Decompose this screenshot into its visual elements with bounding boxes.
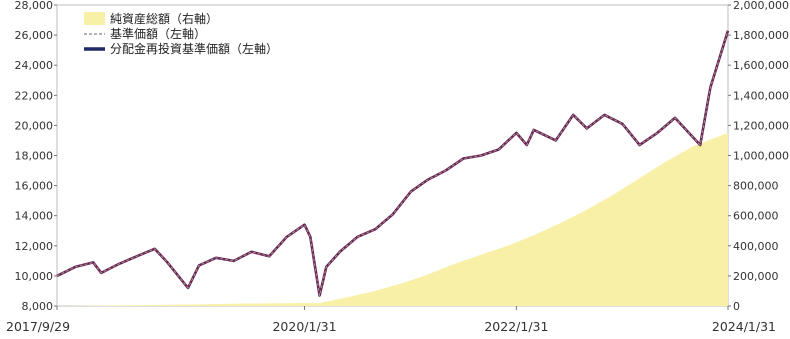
y-right-tick-label: 1,200,000 (733, 119, 789, 132)
y-right-tick-label: 1,400,000 (733, 89, 789, 102)
legend-label: 純資産総額（右軸） (110, 11, 218, 26)
legend-label: 分配金再投資基準価額（左軸） (110, 41, 278, 56)
y-right-tick-label: 1,800,000 (733, 29, 789, 42)
y-left-tick-label: 18,000 (15, 150, 54, 163)
y-left-tick-label: 8,000 (22, 300, 54, 313)
legend-label: 基準価額（左軸） (110, 26, 206, 41)
y-left-tick-label: 20,000 (15, 119, 54, 132)
line-nav-reinvested (56, 30, 730, 297)
y-left-tick-label: 22,000 (15, 89, 54, 102)
y-right-tick-label: 1,000,000 (733, 150, 789, 163)
y-left-tick-label: 26,000 (15, 29, 54, 42)
x-tick-label: 2024/1/31 (712, 319, 776, 334)
y-right-tick-label: 800,000 (733, 180, 779, 193)
y-right-tick-label: 600,000 (733, 210, 779, 223)
y-right-tick-label: 1,600,000 (733, 59, 789, 72)
y-left-tick-label: 28,000 (15, 0, 54, 12)
y-right-tick-label: 400,000 (733, 240, 779, 253)
y-left-tick-label: 24,000 (15, 59, 54, 72)
y-right-tick-label: 0 (733, 300, 740, 313)
y-left-tick-label: 12,000 (15, 240, 54, 253)
x-tick-label: 2020/1/31 (272, 319, 336, 334)
legend: 純資産総額（右軸）基準価額（左軸）分配金再投資基準価額（左軸） (84, 11, 278, 56)
y-right-tick-label: 200,000 (733, 270, 779, 283)
x-tick-label: 2022/1/31 (484, 319, 548, 334)
x-tick-label: 2017/9/29 (6, 319, 70, 334)
y-left-tick-label: 14,000 (15, 210, 54, 223)
y-left-tick-label: 16,000 (15, 180, 54, 193)
y-right-tick-label: 2,000,000 (733, 0, 789, 12)
legend-swatch-area (84, 12, 105, 25)
area-net-assets (57, 132, 728, 306)
y-left-tick-label: 10,000 (15, 270, 54, 283)
